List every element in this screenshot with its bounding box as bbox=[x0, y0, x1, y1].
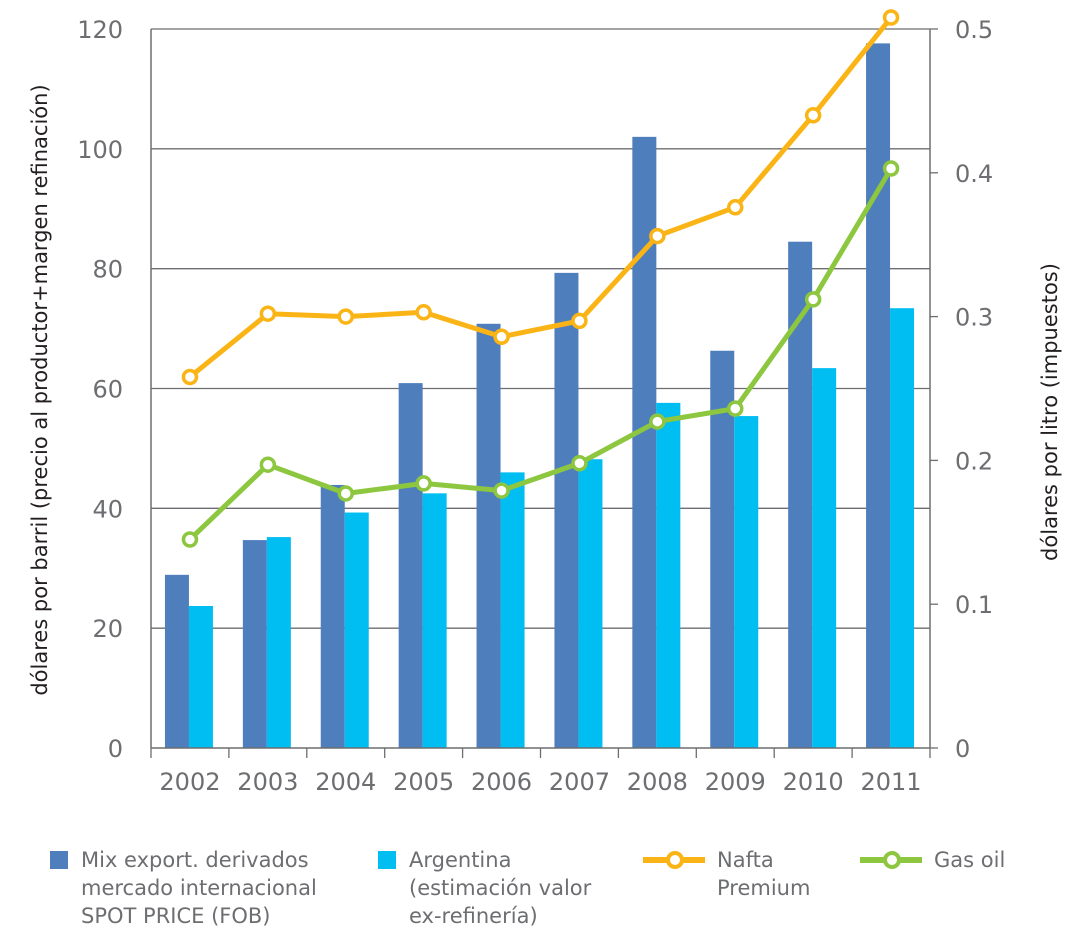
point-nafta-2006 bbox=[493, 328, 510, 345]
bar-mix-export-2007 bbox=[554, 272, 579, 748]
y-left-axis-title: dólares por barril (precio al productor+… bbox=[28, 84, 52, 695]
bar-mix-export-2011 bbox=[866, 43, 891, 748]
legend-item-gasoil: Gas oil bbox=[860, 846, 1005, 874]
y-right-tick-0: 0 bbox=[955, 735, 970, 763]
y-left-tick-20: 20 bbox=[92, 615, 123, 643]
x-tick-2010: 2010 bbox=[783, 768, 844, 796]
y-left-tick-40: 40 bbox=[92, 495, 123, 523]
x-tick-2006: 2006 bbox=[471, 768, 532, 796]
x-tick-2011: 2011 bbox=[861, 768, 922, 796]
bar-argentina-2004 bbox=[344, 512, 369, 748]
axes bbox=[150, 28, 938, 758]
y-right-tick-0.4: 0.4 bbox=[955, 160, 993, 188]
bar-mix-export-2004 bbox=[320, 484, 345, 748]
x-tick-2002: 2002 bbox=[159, 768, 220, 796]
bar-argentina-2011 bbox=[890, 308, 915, 748]
y-left-tick-60: 60 bbox=[92, 376, 123, 404]
point-gasoil-2010 bbox=[804, 291, 822, 308]
x-tick-2009: 2009 bbox=[705, 768, 766, 796]
bar-mix-export-2005 bbox=[398, 383, 423, 748]
point-gasoil-2003 bbox=[259, 456, 277, 473]
legend-label-mix-export: Mix export. derivados mercado internacio… bbox=[81, 848, 317, 928]
legend-label-nafta: Nafta Premium bbox=[717, 848, 811, 900]
bar-argentina-2003 bbox=[266, 537, 291, 748]
bar-mix-export-2006 bbox=[476, 323, 501, 748]
y-left-tick-0: 0 bbox=[108, 735, 123, 763]
point-nafta-2002 bbox=[181, 368, 199, 386]
y-right-axis-title: dólares por litro (impuestos) bbox=[1038, 263, 1062, 561]
legend-swatch-mix-export bbox=[50, 851, 68, 869]
chart: 0 20 40 60 80 100 120 0 0.1 0.2 0.3 0.4 0.5 2002 2003 2… bbox=[28, 9, 1062, 796]
x-tick-2008: 2008 bbox=[627, 768, 688, 796]
point-nafta-2009 bbox=[727, 199, 744, 216]
legend-swatch-argentina bbox=[378, 851, 396, 869]
point-gasoil-2009 bbox=[727, 400, 744, 417]
bar-argentina-2002 bbox=[188, 605, 213, 748]
point-gasoil-2006 bbox=[493, 482, 510, 499]
point-nafta-2005 bbox=[415, 304, 432, 321]
point-nafta-2008 bbox=[649, 227, 666, 245]
tick-labels: 0 20 40 60 80 100 120 0 0.1 0.2 0.3 0.4 0.5 2002 2003 2… bbox=[77, 16, 993, 796]
y-left-tick-100: 100 bbox=[77, 136, 123, 164]
legend: Mix export. derivados mercado internacio… bbox=[0, 846, 1080, 946]
x-tick-2005: 2005 bbox=[393, 768, 454, 796]
bar-mix-export-2009 bbox=[710, 350, 735, 748]
bars bbox=[164, 43, 915, 749]
bar-mix-export-2002 bbox=[164, 574, 189, 748]
point-nafta-2007 bbox=[571, 312, 588, 330]
point-nafta-2010 bbox=[804, 107, 822, 124]
bar-mix-export-2003 bbox=[242, 540, 267, 748]
bar-argentina-2006 bbox=[500, 472, 525, 748]
legend-label-gasoil: Gas oil bbox=[934, 848, 1006, 872]
point-gasoil-2004 bbox=[337, 485, 354, 502]
bar-argentina-2005 bbox=[422, 493, 447, 748]
bar-mix-export-2008 bbox=[632, 136, 657, 749]
point-gasoil-2005 bbox=[415, 475, 432, 492]
x-tick-2004: 2004 bbox=[315, 768, 376, 796]
legend-item-mix-export: Mix export. derivados mercado internacio… bbox=[50, 846, 317, 930]
bar-argentina-2007 bbox=[578, 459, 603, 748]
point-gasoil-2002 bbox=[181, 531, 199, 548]
x-tick-2007: 2007 bbox=[549, 768, 610, 796]
y-left-tick-80: 80 bbox=[92, 256, 123, 284]
point-gasoil-2011 bbox=[882, 160, 900, 177]
point-gasoil-2007 bbox=[571, 455, 588, 472]
x-tick-2003: 2003 bbox=[237, 768, 298, 796]
point-nafta-2011 bbox=[882, 9, 900, 26]
y-right-tick-0.1: 0.1 bbox=[955, 591, 993, 619]
y-right-tick-0.5: 0.5 bbox=[955, 16, 993, 44]
bar-argentina-2009 bbox=[734, 416, 759, 748]
point-nafta-2004 bbox=[337, 308, 354, 325]
y-right-tick-0.2: 0.2 bbox=[955, 447, 993, 475]
y-left-tick-120: 120 bbox=[77, 16, 123, 44]
bar-argentina-2008 bbox=[656, 402, 681, 748]
legend-swatch-gasoil bbox=[860, 846, 922, 874]
bar-argentina-2010 bbox=[812, 368, 837, 748]
legend-item-argentina: Argentina (estimación valor ex-refinería… bbox=[378, 846, 591, 930]
point-nafta-2003 bbox=[259, 305, 277, 322]
y-right-tick-0.3: 0.3 bbox=[955, 304, 993, 332]
line-nafta bbox=[188, 15, 894, 379]
point-gasoil-2008 bbox=[649, 413, 666, 430]
legend-swatch-nafta bbox=[643, 846, 705, 874]
legend-item-nafta: Nafta Premium bbox=[643, 846, 810, 902]
series-lines bbox=[181, 9, 900, 548]
line-gasoil bbox=[188, 167, 894, 542]
legend-label-argentina: Argentina (estimación valor ex-refinería… bbox=[409, 848, 592, 928]
